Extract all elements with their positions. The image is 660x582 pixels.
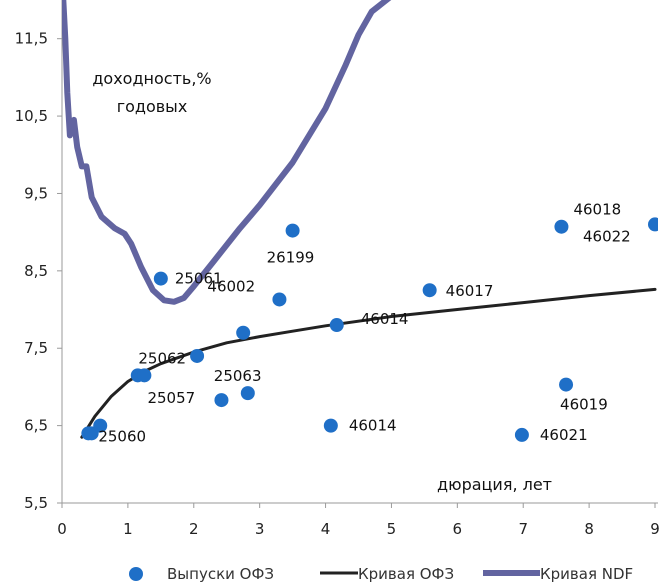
- ofz-point: [236, 325, 251, 340]
- point-label: 46022: [583, 227, 631, 245]
- ofz-point: [422, 283, 437, 298]
- y-axis-annotation-line2: годовых: [117, 97, 188, 116]
- legend-label-points: Выпуски ОФЗ: [167, 565, 274, 582]
- ofz-point: [648, 217, 658, 232]
- y-tick-label: 11,5: [15, 30, 48, 48]
- legend-label-ndf: Кривая NDF: [540, 565, 633, 582]
- x-tick-label: 2: [189, 520, 199, 538]
- point-label: 46014: [349, 417, 397, 435]
- ofz-point: [272, 292, 287, 307]
- plot-area: [62, 0, 658, 442]
- y-tick-label: 9,5: [24, 184, 48, 202]
- x-tick-label: 8: [584, 520, 594, 538]
- x-axis-annotation: дюрация, лет: [437, 475, 552, 494]
- point-label: 25063: [214, 367, 262, 385]
- point-label: 46021: [540, 426, 588, 444]
- point-labels: 25060 25062 25061 25057 25063 46002 26199 46014…: [98, 201, 630, 446]
- ofz-point: [190, 348, 205, 363]
- x-tick-label: 7: [518, 520, 528, 538]
- ofz-point: [153, 271, 168, 286]
- legend: Выпуски ОФЗ Кривая ОФЗ Кривая NDF: [129, 565, 633, 582]
- x-tick-label: 0: [57, 520, 67, 538]
- legend-marker-points: [129, 567, 143, 581]
- point-label: 25057: [147, 389, 195, 407]
- ofz-point: [93, 418, 108, 433]
- ofz-point: [240, 386, 255, 401]
- point-label: 46002: [207, 277, 255, 295]
- ofz-point: [323, 418, 338, 433]
- x-tick-label: 1: [123, 520, 133, 538]
- point-label: 46014: [361, 310, 409, 328]
- ofz-point: [514, 427, 529, 442]
- legend-label-ofz: Кривая ОФЗ: [358, 565, 454, 582]
- ofz-point: [559, 377, 574, 392]
- ndf-curve-line: [62, 0, 392, 305]
- x-tick-label: 5: [387, 520, 397, 538]
- y-tick-label: 10,5: [15, 107, 48, 125]
- point-label: 46019: [560, 396, 608, 414]
- point-label: 46017: [446, 282, 494, 300]
- y-tick-label: 6,5: [24, 417, 48, 435]
- y-tick-label: 5,5: [24, 494, 48, 512]
- point-label: 25061: [175, 270, 223, 288]
- y-axis-annotation-line1: доходность,%: [92, 69, 211, 88]
- point-label: 25062: [138, 349, 186, 367]
- ofz-point: [214, 393, 229, 408]
- ofz-points: [81, 217, 658, 442]
- y-tick-labels: 5,5 6,5 7,5 8,5 9,5 10,5 11,5: [15, 30, 62, 512]
- ofz-point: [554, 219, 569, 234]
- x-tick-label: 3: [255, 520, 265, 538]
- y-tick-label: 8,5: [24, 262, 48, 280]
- ofz-point: [329, 318, 344, 333]
- ofz-point: [137, 368, 152, 383]
- x-tick-labels: 0 1 2 3 4 5 6 7 8 9: [57, 503, 660, 538]
- point-label: 26199: [267, 249, 315, 267]
- x-tick-label: 9: [650, 520, 660, 538]
- x-tick-label: 4: [321, 520, 331, 538]
- ofz-point: [285, 223, 300, 238]
- point-label: 46018: [573, 201, 621, 219]
- point-label: 25060: [98, 427, 146, 445]
- y-tick-label: 7,5: [24, 339, 48, 357]
- x-tick-label: 6: [453, 520, 463, 538]
